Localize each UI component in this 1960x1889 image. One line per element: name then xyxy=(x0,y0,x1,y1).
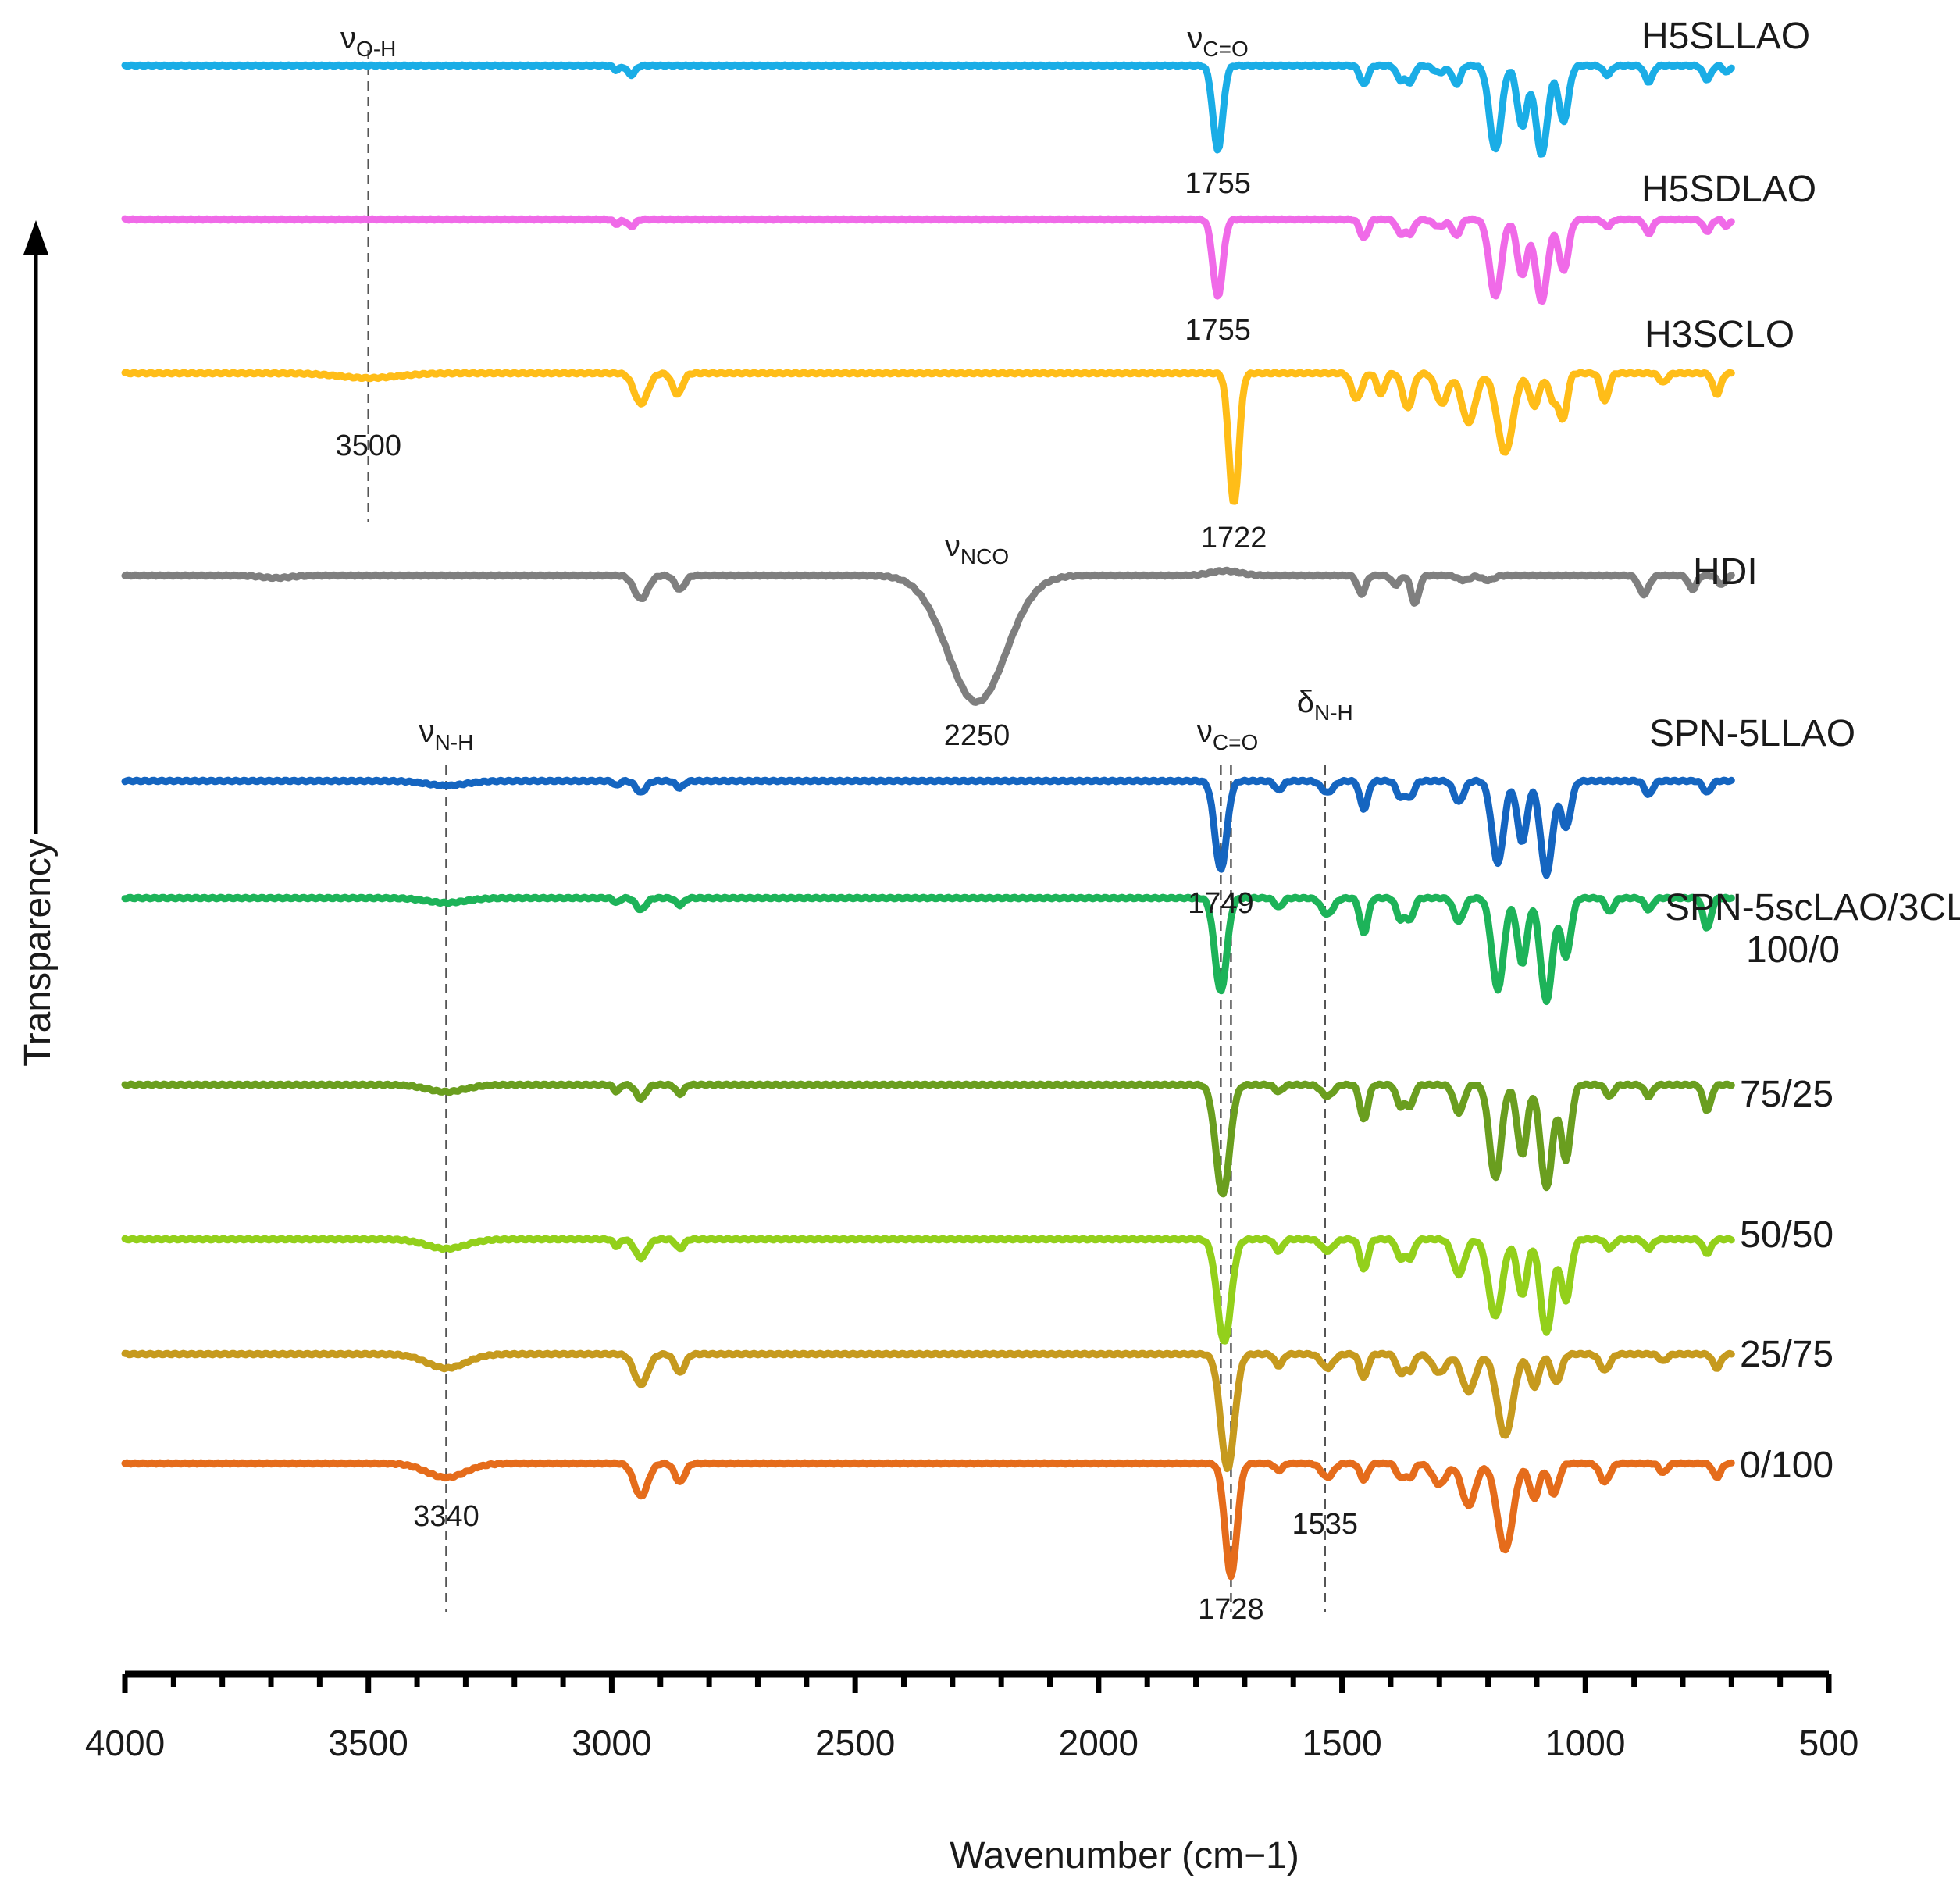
peak-label-0-100-1728: 1728 xyxy=(1198,1593,1264,1626)
spectra xyxy=(121,61,1735,1581)
x-tick-label-3500: 3500 xyxy=(329,1723,408,1763)
peak-labels: 1755 1755 3500 1722 2250 1749 3340 1535 1728 xyxy=(335,167,1358,1626)
mode-label-o-h: νO-H xyxy=(340,21,396,61)
series-label-spn-5llao: SPN-5LLAO xyxy=(1649,713,1855,754)
x-tick-label-2500: 2500 xyxy=(815,1723,895,1763)
mode-label-c-o: νC=O xyxy=(1187,21,1248,61)
series-labels: H5SLLAO H5SDLAO H3SCLO HDI SPN-5LLAO 100/0SPN… xyxy=(1641,16,1960,1486)
series-label-50-50: 50/50 xyxy=(1740,1214,1833,1256)
spectrum-25-75 xyxy=(121,1349,1735,1473)
peak-label-h3sclo-3500: 3500 xyxy=(335,429,401,462)
spectrum-50-50 xyxy=(121,1235,1735,1345)
peak-label-spn-5llao-1749: 1749 xyxy=(1188,887,1254,920)
mode-label-c-o: νC=O xyxy=(1197,715,1258,754)
spectrum-h5sdlao xyxy=(121,215,1735,305)
series-label-h3sclo: H3SCLO xyxy=(1645,314,1794,355)
x-tick-label-3000: 3000 xyxy=(572,1723,651,1763)
spectrum-100-0 xyxy=(121,893,1735,1006)
x-tick-label-2000: 2000 xyxy=(1059,1723,1139,1763)
x-tick-label-4000: 4000 xyxy=(85,1723,165,1763)
spectrum-0-100 xyxy=(121,1459,1735,1581)
series-label-100-0: 100/0 xyxy=(1746,929,1840,971)
peak-label-0-100-3340: 3340 xyxy=(413,1500,479,1533)
series-label-h5sllao: H5SLLAO xyxy=(1641,16,1810,57)
peak-label-h3sclo-1722: 1722 xyxy=(1201,522,1267,554)
x-tick-label-1000: 1000 xyxy=(1545,1723,1625,1763)
x-tick-label-1500: 1500 xyxy=(1302,1723,1381,1763)
y-axis-arrow-head xyxy=(23,220,48,255)
peak-label-h5sdlao-1755: 1755 xyxy=(1185,314,1251,347)
y-axis-title: Transparency xyxy=(17,839,59,1067)
series-label-h5sdlao: H5SDLAO xyxy=(1641,169,1816,210)
x-tick-label-500: 500 xyxy=(1799,1723,1859,1763)
peak-label-hdi-2250: 2250 xyxy=(944,719,1010,752)
x-axis-title: Wavenumber (cm−1) xyxy=(950,1835,1299,1877)
group-label: SPN-5scLAO/3CLO xyxy=(1665,887,1960,928)
mode-label-nco: νNCO xyxy=(945,529,1009,568)
peak-label-0-100-1535: 1535 xyxy=(1292,1508,1358,1541)
mode-label-n-h: νN-H xyxy=(419,715,474,754)
spectrum-h5sllao xyxy=(121,61,1735,158)
x-axis-ticks: 4000 3500 3000 2500 2000 1500 1000 500 xyxy=(85,1674,1859,1763)
spectrum-h3sclo xyxy=(121,369,1735,505)
spectrum-spn-5llao xyxy=(121,776,1735,879)
spectrum-hdi xyxy=(121,566,1735,706)
guide-lines xyxy=(367,50,1327,1612)
spectrum-75-25 xyxy=(121,1080,1735,1198)
series-label-hdi: HDI xyxy=(1693,551,1758,593)
mode-label-n-h: δN-H xyxy=(1297,685,1353,725)
series-label-75-25: 75/25 xyxy=(1740,1074,1833,1115)
series-label-0-100: 0/100 xyxy=(1740,1445,1833,1486)
peak-label-h5sllao-1755: 1755 xyxy=(1185,167,1251,200)
series-label-25-75: 25/75 xyxy=(1740,1334,1833,1375)
mode-labels: νO-H νC=O νNCO νN-H νC=O δN-H xyxy=(340,21,1353,754)
